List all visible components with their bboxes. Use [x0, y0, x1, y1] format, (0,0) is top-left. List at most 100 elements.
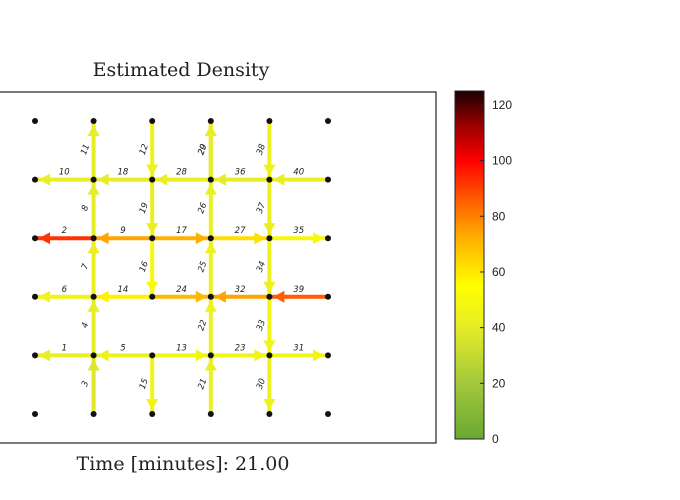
- node-r1-c1: [90, 176, 97, 183]
- link-33-arrow: [263, 340, 276, 352]
- node-r3-c5: [325, 293, 331, 300]
- link-label-36: 36: [235, 168, 246, 178]
- link-label-6: 6: [62, 285, 68, 295]
- link-label-2: 2: [62, 226, 67, 236]
- link-label-22: 22: [196, 319, 209, 333]
- node-r1-c2: [149, 176, 156, 183]
- link-1: [35, 349, 94, 362]
- link-32-arrow: [214, 290, 226, 303]
- link-label-15: 15: [138, 377, 151, 391]
- link-11-arrow: [87, 125, 100, 136]
- node-r0-c4: [266, 118, 273, 124]
- link-13-arrow: [195, 349, 207, 362]
- plot-area-frame: [0, 91, 437, 444]
- node-r3-c0: [32, 293, 38, 300]
- link-label-8: 8: [80, 203, 91, 212]
- colorbar-tick-label-40: 40: [492, 321, 506, 335]
- node-r2-c3: [207, 235, 214, 242]
- link-29-arrow: [204, 125, 217, 136]
- link-3: [87, 355, 100, 414]
- link-label-30: 30: [255, 377, 268, 391]
- link-label-12: 12: [138, 143, 151, 157]
- link-37-arrow: [263, 223, 276, 235]
- link-21-arrow: [204, 359, 217, 371]
- node-r1-c5: [325, 176, 331, 183]
- link-35: [269, 232, 328, 245]
- node-r0-c3: [207, 118, 214, 124]
- node-r4-c5: [325, 352, 331, 359]
- link-27-arrow: [254, 232, 266, 245]
- nodes-layer: [32, 118, 331, 417]
- colorbar: [454, 90, 485, 440]
- link-25: [204, 238, 217, 297]
- link-label-31: 31: [293, 343, 304, 353]
- colorbar-ticks: 0 20 40 60 80 100 120: [480, 98, 512, 446]
- link-33: [263, 296, 276, 356]
- link-label-33: 33: [255, 319, 268, 333]
- node-r2-c5: [325, 235, 331, 242]
- link-18-arrow: [97, 173, 109, 186]
- link-label-19: 19: [138, 201, 151, 215]
- link-19: [146, 179, 159, 239]
- link-label-23: 23: [235, 343, 246, 353]
- link-14: [93, 290, 153, 303]
- link-label-40: 40: [293, 168, 304, 178]
- node-r5-c5: [325, 411, 331, 417]
- node-r0-c0: [32, 118, 38, 124]
- link-6-arrow: [39, 290, 50, 303]
- node-r5-c1: [90, 411, 97, 417]
- link-30: [263, 355, 276, 414]
- link-9: [93, 232, 153, 245]
- colorbar-tick-label-0: 0: [492, 432, 499, 446]
- link-7: [87, 238, 100, 297]
- link-8: [87, 179, 100, 239]
- link-4-arrow: [87, 300, 100, 312]
- link-label-14: 14: [117, 285, 128, 295]
- link-label-1: 1: [62, 343, 67, 353]
- link-35-arrow: [313, 232, 324, 245]
- link-label-21: 21: [196, 377, 209, 391]
- link-5: [93, 349, 153, 362]
- colorbar-tick-label-80: 80: [492, 209, 506, 223]
- node-r3-c3: [207, 293, 214, 300]
- link-label-20: 20: [196, 143, 209, 157]
- link-label-35: 35: [293, 226, 304, 236]
- link-14-arrow: [97, 290, 109, 303]
- link-36-arrow: [214, 173, 226, 186]
- link-24: [152, 290, 211, 303]
- node-r1-c3: [207, 176, 214, 183]
- node-r4-c0: [32, 352, 38, 359]
- link-label-37: 37: [255, 201, 268, 215]
- node-r2-c0: [32, 235, 38, 242]
- link-12-arrow: [146, 164, 159, 176]
- node-r5-c3: [207, 411, 214, 417]
- link-23-arrow: [254, 349, 266, 362]
- node-r4-c3: [207, 352, 214, 359]
- link-1-arrow: [39, 349, 50, 362]
- link-2-arrow: [39, 232, 50, 245]
- link-label-11: 11: [79, 143, 92, 157]
- node-r0-c1: [90, 118, 97, 124]
- link-25-arrow: [204, 242, 217, 254]
- link-28: [152, 173, 211, 186]
- colorbar-tick-label-120: 120: [492, 98, 512, 112]
- link-26: [204, 179, 217, 239]
- link-32: [210, 290, 270, 303]
- node-r4-c4: [266, 352, 273, 359]
- link-label-5: 5: [120, 343, 125, 353]
- link-label-24: 24: [176, 285, 187, 295]
- link-6: [35, 290, 94, 303]
- link-27: [210, 232, 270, 245]
- node-r3-c4: [266, 293, 273, 300]
- link-label-10: 10: [59, 168, 70, 178]
- node-r1-c4: [266, 176, 273, 183]
- node-r1-c0: [32, 176, 38, 183]
- link-label-26: 26: [196, 201, 209, 215]
- link-16-arrow: [146, 281, 159, 293]
- links-layer: [35, 121, 328, 414]
- node-r5-c2: [149, 411, 156, 417]
- chart-title: Estimated Density: [93, 59, 270, 81]
- link-24-arrow: [195, 290, 207, 303]
- link-16: [146, 238, 159, 297]
